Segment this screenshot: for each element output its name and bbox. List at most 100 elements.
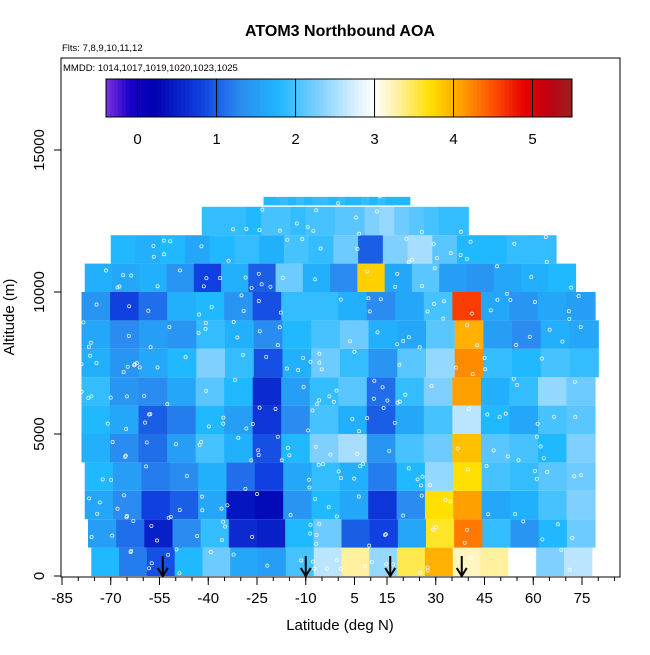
sample-point	[513, 512, 517, 517]
colorbar-swatch	[398, 79, 403, 117]
heat-cell	[537, 377, 568, 406]
x-tick-label: 60	[525, 590, 542, 607]
heat-cell	[438, 206, 455, 236]
heat-cell	[216, 206, 232, 236]
heat-cell	[432, 235, 458, 264]
heat-cell	[453, 462, 483, 491]
colorbar-swatch	[500, 79, 506, 117]
colorbar-swatch	[113, 79, 119, 117]
heat-cell	[313, 547, 343, 576]
colorbar-swatch	[267, 79, 273, 117]
sample-point	[256, 453, 261, 458]
sample-point	[392, 420, 397, 425]
sample-point	[334, 514, 339, 519]
heat-cell	[209, 235, 236, 264]
sample-point	[299, 558, 304, 563]
colorbar-swatch	[374, 79, 379, 117]
sample-point	[161, 238, 166, 243]
sample-point	[315, 402, 319, 407]
colorbar-swatch	[421, 79, 427, 117]
colorbar-swatch	[465, 79, 470, 117]
heat-cell	[141, 462, 171, 491]
sample-point	[123, 453, 128, 458]
heat-cell	[454, 348, 485, 378]
colorbar-swatch	[252, 79, 257, 117]
sample-point	[435, 256, 439, 261]
sample-point	[466, 406, 471, 411]
sample-point	[131, 518, 136, 523]
heat-cell	[160, 235, 186, 264]
heat-cell	[81, 348, 111, 378]
chart-title: ATOM3 Northbound AOA	[245, 23, 435, 40]
colorbar-swatch	[366, 79, 372, 117]
heat-cell	[195, 434, 225, 463]
colorbar-swatch	[106, 79, 111, 117]
sample-point	[543, 235, 548, 239]
colorbar-swatch	[528, 79, 534, 117]
colorbar-swatch	[248, 79, 253, 117]
sample-point	[204, 276, 209, 281]
sample-point	[469, 555, 474, 560]
sample-point	[239, 293, 244, 298]
sample-point	[249, 458, 254, 463]
sample-point	[326, 505, 331, 510]
sample-point	[455, 446, 460, 451]
colorbar-swatch	[441, 79, 447, 117]
sample-point	[250, 422, 255, 426]
sample-point	[241, 308, 246, 313]
sample-point	[177, 571, 182, 576]
colorbar-swatch	[449, 79, 455, 117]
sample-point	[280, 275, 285, 280]
sample-point	[406, 335, 411, 340]
sample-point	[310, 408, 315, 413]
sample-point	[313, 444, 318, 449]
sample-point	[260, 207, 265, 212]
colorbar-swatch	[370, 79, 376, 117]
colorbar-swatch	[512, 79, 518, 117]
x-tick-label: 75	[574, 590, 591, 607]
colorbar-swatch	[477, 79, 482, 117]
sample-point	[406, 260, 411, 265]
axes-layer: -85 -70 -55 -40 -25 -10 5 15 30 45 60 7505000100001…	[31, 129, 615, 607]
sample-point	[307, 485, 312, 490]
sample-point	[569, 285, 574, 290]
heat-cell	[110, 292, 140, 321]
sample-point	[317, 398, 322, 403]
x-tick-label: 15	[379, 590, 396, 607]
heat-cell	[457, 235, 483, 264]
colorbar-swatch	[536, 79, 541, 117]
heat-cell	[279, 196, 289, 206]
heat-cell	[225, 348, 255, 378]
sample-point	[485, 412, 490, 417]
down-arrow-marker	[384, 556, 397, 578]
sample-point	[462, 540, 467, 545]
sample-point	[393, 284, 398, 289]
heat-cell	[281, 405, 311, 434]
heat-cell	[480, 434, 511, 463]
heat-cell	[341, 547, 370, 576]
heat-cell	[119, 547, 148, 576]
sample-point	[143, 420, 148, 425]
heat-cell	[281, 292, 311, 321]
colorbar-swatch	[473, 79, 478, 117]
heat-cell	[169, 462, 199, 491]
sample-point	[314, 208, 319, 213]
sample-point	[151, 254, 156, 259]
colorbar-swatch	[520, 79, 526, 117]
heat-cell	[91, 547, 120, 576]
sample-point	[129, 273, 134, 278]
heat-cell	[271, 196, 281, 206]
sample-point	[365, 269, 370, 274]
heat-cell	[84, 462, 114, 491]
heat-cell	[296, 196, 305, 206]
sample-point	[384, 562, 389, 567]
colorbar-swatch	[275, 79, 281, 117]
sample-point	[124, 427, 129, 431]
colorbar-swatch	[188, 79, 194, 117]
y-tick-label: 0	[31, 572, 48, 580]
sample-point	[495, 297, 500, 302]
heat-cell	[172, 519, 202, 548]
sample-point	[418, 570, 423, 575]
sample-point	[442, 299, 446, 304]
heat-cell	[538, 490, 568, 520]
